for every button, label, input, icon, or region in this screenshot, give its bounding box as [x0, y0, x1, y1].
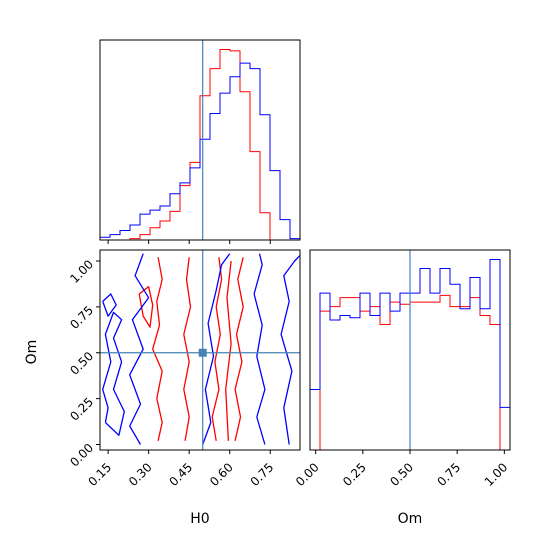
om-hist-x-tick-label: 0.50 [387, 460, 416, 489]
om-hist-x-tick-label: 0.00 [293, 460, 322, 489]
y-axis-label-om: Om [24, 340, 40, 365]
h0-histogram-panel [99, 39, 301, 244]
contour-blue-line [102, 311, 125, 436]
contour-red-line [211, 257, 223, 441]
joint-truth-marker [198, 348, 207, 357]
h0-om-contour-panel: 0.15 0.30 0.45 0.60 0.75 0.00 0.25 0.50 0.75 1.00 [67, 249, 301, 489]
joint-y-tick-label: 0.00 [67, 441, 96, 470]
contour-blue-line [253, 253, 266, 445]
contour-red-line [152, 257, 163, 441]
contour-red-line [183, 257, 192, 441]
joint-x-tick-label: 0.45 [167, 460, 196, 489]
joint-x-tick-label: 0.30 [126, 460, 155, 489]
x-axis-label-om: Om [398, 511, 423, 527]
joint-x-tick-label: 0.15 [85, 460, 114, 489]
om-hist-x-tick-label: 1.00 [482, 460, 511, 489]
contour-blue-line [202, 253, 231, 445]
contour-blue-line [129, 253, 150, 445]
om-histogram-panel: 0.00 0.25 0.50 0.75 1.00 [293, 249, 511, 489]
h0-hist-frame [99, 39, 301, 241]
joint-y-tick-label: 0.50 [67, 349, 96, 378]
contour-red-line [138, 286, 154, 328]
joint-y-tick-label: 1.00 [67, 257, 96, 286]
joint-frame [99, 249, 301, 451]
contour-red-line [225, 260, 232, 441]
contour-red-line [234, 257, 244, 441]
contour-lines-group [102, 253, 300, 445]
h0-hist-blue-step-series [99, 62, 301, 240]
h0-hist-red-step-series [100, 49, 300, 241]
x-axis-label-h0: H0 [190, 511, 209, 527]
om-hist-x-tick-label: 0.25 [340, 460, 369, 489]
joint-y-tick-label: 0.25 [67, 395, 96, 424]
contour-blue-line [102, 293, 117, 317]
joint-x-tick-label: 0.75 [248, 460, 277, 489]
joint-y-tick-label: 0.75 [67, 303, 96, 332]
contour-blue-line [280, 255, 300, 445]
joint-x-tick-label: 0.60 [207, 460, 236, 489]
om-hist-x-tick-label: 0.75 [434, 460, 463, 489]
